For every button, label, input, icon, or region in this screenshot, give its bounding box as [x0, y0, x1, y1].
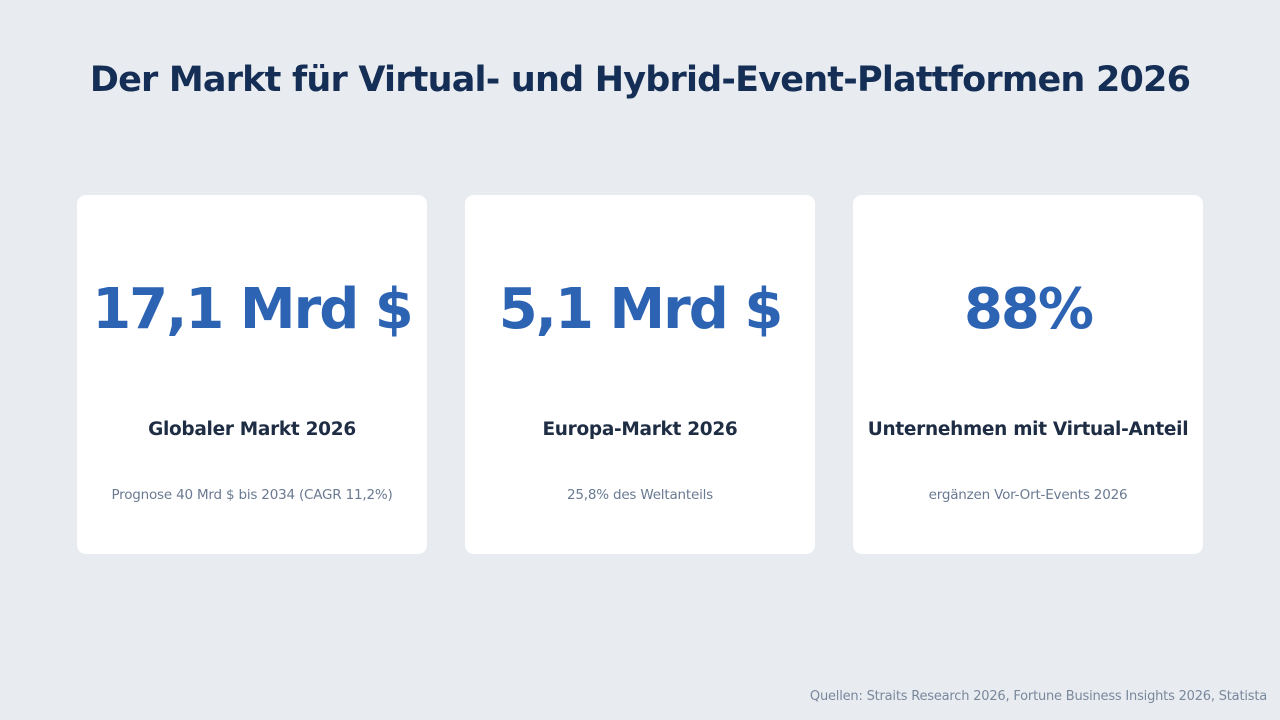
stat-card-europe-market: 5,1 Mrd $ Europa-Markt 2026 25,8% des We… — [465, 195, 815, 554]
page-title: Der Markt für Virtual- und Hybrid-Event-… — [89, 60, 1191, 100]
stat-note: 25,8% des Weltanteils — [566, 487, 714, 503]
sources-footnote: Quellen: Straits Research 2026, Fortune … — [809, 689, 1267, 704]
stat-value: 5,1 Mrd $ — [498, 277, 784, 342]
stat-note: ergänzen Vor-Ort-Events 2026 — [928, 487, 1128, 503]
stat-label: Globaler Markt 2026 — [148, 419, 356, 440]
stat-card-global-market: 17,1 Mrd $ Globaler Markt 2026 Prognose … — [77, 195, 427, 554]
stat-value: 17,1 Mrd $ — [92, 277, 414, 342]
stat-note: Prognose 40 Mrd $ bis 2034 (CAGR 11,2%) — [111, 487, 393, 503]
stat-label: Europa-Markt 2026 — [542, 419, 738, 440]
stat-label: Unternehmen mit Virtual-Anteil — [867, 419, 1189, 440]
stat-value: 88% — [963, 277, 1094, 342]
stat-card-virtual-share: 88% Unternehmen mit Virtual-Anteil ergän… — [853, 195, 1203, 554]
